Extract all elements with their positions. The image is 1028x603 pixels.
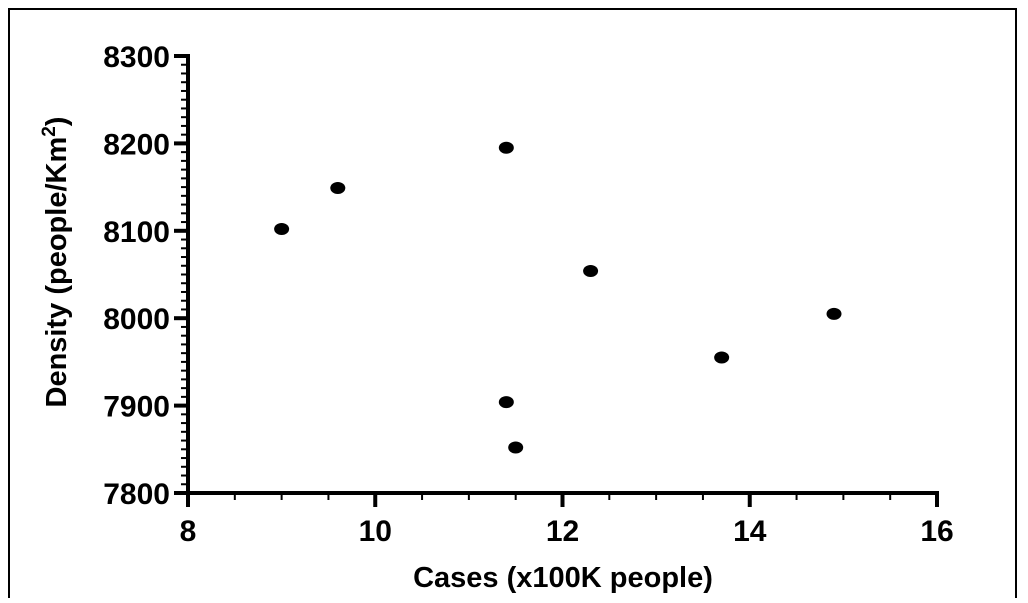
data-point <box>583 265 599 278</box>
y-axis-title-main: Density (people/Km <box>41 137 73 408</box>
x-tick-label: 14 <box>733 515 767 548</box>
y-axis-title-close: ) <box>41 117 73 127</box>
figure-frame <box>8 8 1017 598</box>
y-tick-label: 7800 <box>103 478 170 511</box>
minor-ticks <box>181 63 892 500</box>
data-point <box>498 141 514 154</box>
y-tick-label: 8100 <box>103 216 170 249</box>
y-axis-title: Density (people/Km2) <box>39 117 73 408</box>
y-tick-label: 8300 <box>103 41 170 74</box>
data-point <box>330 181 346 194</box>
data-point <box>508 441 524 454</box>
major-ticks <box>174 54 939 507</box>
data-point <box>498 396 514 409</box>
y-tick-label: 8000 <box>103 303 170 336</box>
data-point <box>826 307 842 320</box>
y-axis-title-superscript: 2 <box>39 126 60 137</box>
data-points <box>274 141 842 454</box>
x-tick-label: 10 <box>359 515 392 548</box>
data-point <box>274 223 290 236</box>
x-axis-title: Cases (x100K people) <box>413 562 713 594</box>
y-tick-labels: 7800 7900 8000 8100 8200 8300 <box>103 41 170 511</box>
x-tick-labels: 8 10 12 14 16 <box>180 515 954 548</box>
x-tick-label: 12 <box>546 515 579 548</box>
data-point <box>714 351 730 364</box>
x-tick-label: 16 <box>920 515 953 548</box>
y-tick-label: 8200 <box>103 128 170 161</box>
y-tick-label: 7900 <box>103 391 170 424</box>
x-tick-label: 8 <box>180 515 197 548</box>
